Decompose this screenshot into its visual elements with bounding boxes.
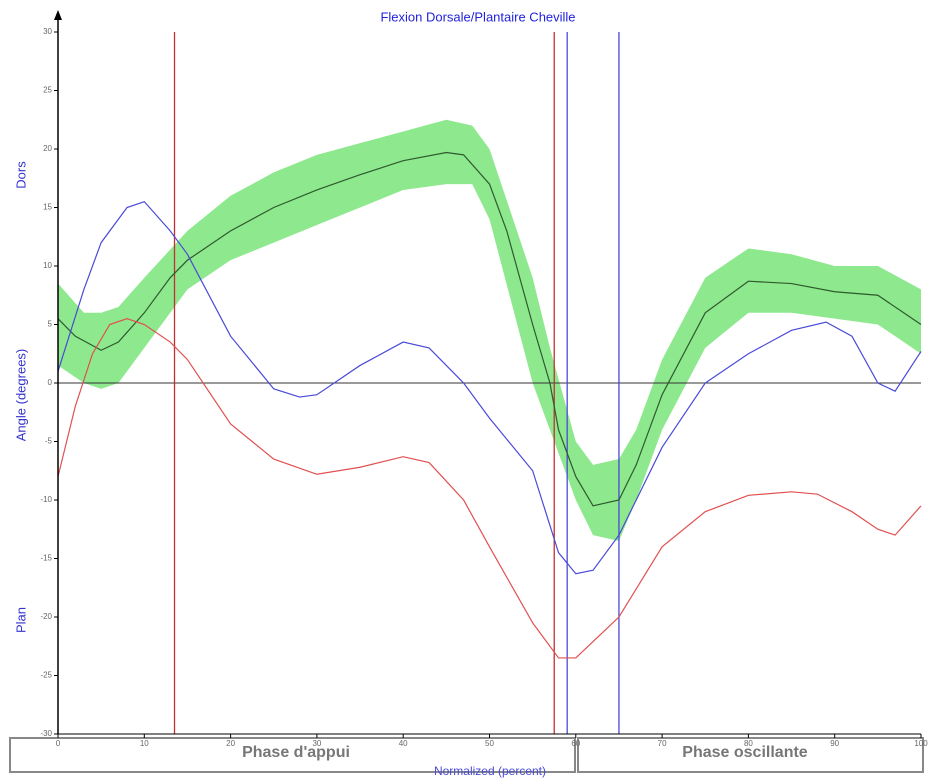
y-tick-label: 15	[43, 203, 52, 212]
phase-label: Phase d'appui	[242, 744, 350, 761]
x-tick-label: 50	[485, 739, 494, 748]
y-axis-arrow	[54, 10, 62, 20]
x-tick-label: 60	[571, 739, 580, 748]
y-top-label: Dors	[13, 161, 28, 189]
chart-title: Flexion Dorsale/Plantaire Cheville	[380, 9, 575, 24]
y-tick-label: 5	[48, 320, 53, 329]
x-tick-label: 30	[312, 739, 321, 748]
y-tick-label: 10	[43, 261, 52, 270]
x-tick-label: 20	[226, 739, 235, 748]
y-tick-label: -25	[40, 671, 52, 680]
y-tick-label: -15	[40, 554, 52, 563]
y-tick-label: 0	[48, 378, 53, 387]
y-tick-label: -20	[40, 612, 52, 621]
x-tick-label: 80	[744, 739, 753, 748]
y-tick-label: 30	[43, 27, 52, 36]
y-tick-label: -5	[45, 437, 53, 446]
y-tick-label: -10	[40, 495, 52, 504]
x-tick-label: 10	[140, 739, 149, 748]
line	[58, 319, 921, 658]
x-tick-label: 0	[56, 739, 61, 748]
x-axis-label: Normalized (percent)	[434, 764, 546, 778]
y-tick-label: -30	[40, 729, 52, 738]
x-tick-label: 100	[914, 739, 928, 748]
y-tick-label: 20	[43, 144, 52, 153]
y-tick-label: 25	[43, 86, 52, 95]
y-bottom-label: Plan	[13, 607, 28, 633]
y-axis-label: Angle (degrees)	[13, 349, 28, 442]
x-tick-label: 90	[830, 739, 839, 748]
chart: Flexion Dorsale/Plantaire Cheville Dors …	[0, 0, 934, 780]
x-tick-label: 40	[399, 739, 408, 748]
x-tick-label: 70	[658, 739, 667, 748]
